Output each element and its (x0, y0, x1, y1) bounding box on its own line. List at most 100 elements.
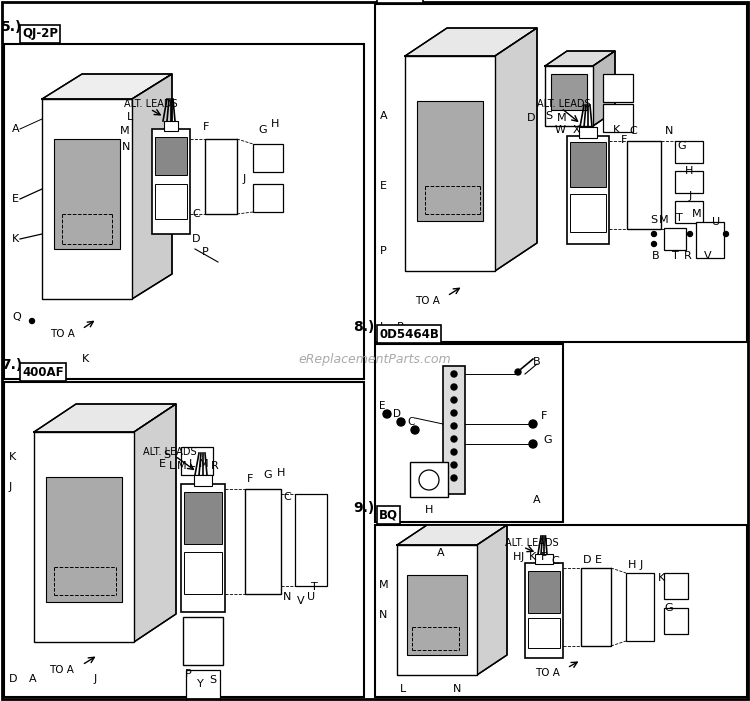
Text: L: L (169, 461, 176, 471)
Text: H: H (277, 468, 285, 478)
Text: N: N (379, 610, 387, 620)
Text: D: D (393, 409, 401, 419)
Bar (46, 477, 122, 602)
Text: F: F (541, 552, 548, 562)
Text: K: K (658, 573, 665, 583)
Bar (164, 121, 178, 131)
Bar (375, 344, 563, 522)
Text: J: J (94, 674, 98, 684)
Text: C: C (407, 417, 414, 427)
Bar (194, 475, 212, 486)
Text: D: D (9, 674, 17, 684)
Text: X: X (573, 125, 580, 135)
Text: F: F (247, 474, 254, 484)
Bar (397, 545, 477, 675)
Circle shape (515, 369, 521, 375)
Bar (696, 222, 724, 258)
Circle shape (411, 426, 419, 434)
Text: G: G (664, 603, 673, 613)
Text: F: F (541, 411, 548, 421)
Text: 5.): 5.) (1, 20, 22, 34)
Bar (152, 129, 190, 234)
Text: V: V (297, 596, 304, 606)
Bar (375, 525, 747, 697)
Bar (664, 608, 688, 634)
Circle shape (451, 449, 457, 455)
Text: T: T (311, 582, 318, 592)
Text: H: H (685, 166, 693, 176)
Text: Y: Y (197, 679, 204, 689)
Bar (417, 101, 483, 221)
Bar (675, 171, 703, 193)
Text: A: A (29, 674, 37, 684)
Text: C: C (283, 492, 291, 502)
Bar (675, 201, 703, 223)
Bar (54, 139, 120, 249)
Text: 7.): 7.) (1, 358, 22, 372)
Polygon shape (132, 74, 172, 299)
Bar (551, 74, 587, 110)
Circle shape (451, 397, 457, 403)
Text: K: K (12, 234, 20, 244)
Text: M: M (659, 215, 669, 225)
Bar (528, 618, 560, 648)
Bar (253, 184, 283, 212)
Circle shape (652, 242, 656, 247)
Bar (183, 617, 223, 665)
Bar (155, 137, 187, 175)
Polygon shape (34, 404, 176, 432)
Text: E: E (159, 459, 166, 469)
Text: M: M (557, 113, 567, 123)
Text: K: K (613, 125, 620, 135)
Circle shape (529, 440, 537, 448)
Text: M: M (199, 459, 208, 469)
Text: ALT. LEADS: ALT. LEADS (143, 447, 196, 457)
Text: C: C (629, 126, 637, 136)
Text: eReplacementParts.com: eReplacementParts.com (298, 353, 452, 367)
Bar (443, 366, 465, 494)
Bar (4, 382, 364, 697)
Text: D: D (192, 234, 200, 244)
Text: TO A: TO A (535, 668, 560, 678)
Text: BQ: BQ (379, 508, 398, 522)
Text: M: M (692, 209, 702, 219)
Text: A: A (12, 124, 20, 134)
Bar (181, 484, 225, 612)
Text: ALT. LEADS: ALT. LEADS (537, 99, 591, 109)
Bar (155, 184, 187, 219)
Text: P: P (185, 669, 192, 679)
Text: P: P (380, 246, 387, 256)
Text: A: A (437, 548, 445, 558)
Bar (42, 99, 132, 299)
Text: Q: Q (12, 312, 21, 322)
Bar (34, 432, 134, 642)
Text: 0D5464B: 0D5464B (379, 327, 439, 341)
Bar (4, 44, 364, 379)
Text: G: G (263, 470, 272, 480)
Circle shape (383, 410, 391, 418)
Bar (405, 56, 495, 271)
Text: F: F (621, 135, 627, 145)
Bar (528, 571, 560, 613)
Text: M: M (177, 461, 187, 471)
Text: TO A: TO A (50, 329, 75, 339)
Text: D: D (583, 555, 592, 565)
Circle shape (451, 384, 457, 390)
Circle shape (451, 436, 457, 442)
Text: B: B (533, 357, 541, 367)
Text: N: N (122, 142, 130, 152)
Text: TO A: TO A (49, 665, 74, 675)
Text: K: K (529, 552, 536, 562)
Bar (570, 194, 606, 232)
Bar (535, 554, 553, 564)
Bar (627, 141, 661, 229)
Text: S: S (650, 215, 657, 225)
Text: R: R (211, 461, 219, 471)
Polygon shape (397, 525, 507, 545)
Text: E: E (379, 401, 386, 411)
Text: TO A: TO A (415, 296, 440, 306)
Text: M: M (120, 126, 130, 136)
Text: E: E (380, 181, 387, 191)
Circle shape (451, 462, 457, 468)
Text: 9.): 9.) (353, 501, 374, 515)
